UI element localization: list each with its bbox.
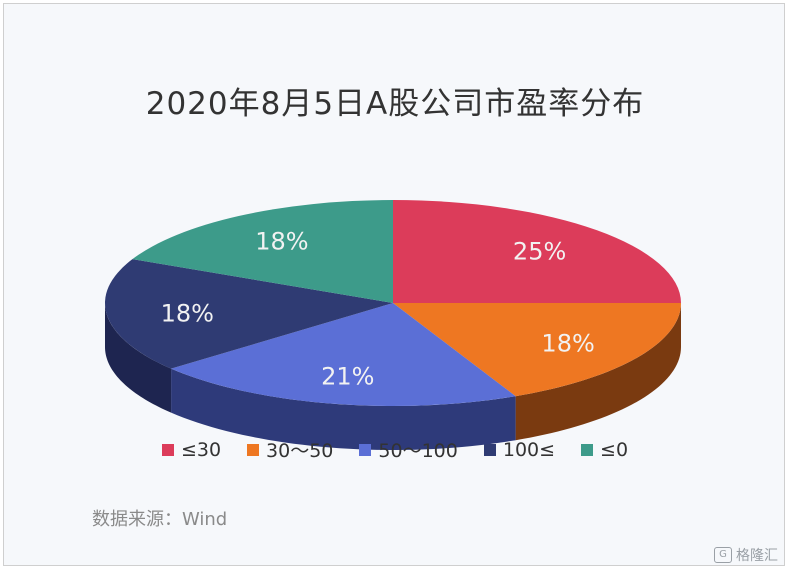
pie-side-3 xyxy=(171,368,516,450)
legend-label: ≤0 xyxy=(600,438,629,461)
pie-top xyxy=(104,200,681,407)
legend-label: 30～50 xyxy=(266,440,334,462)
legend-item-5: ≤0 xyxy=(581,436,628,463)
legend-item-3: 50～100 xyxy=(359,436,458,463)
chart-title: 2020年8月5日A股公司市盈率分布 xyxy=(145,86,645,122)
watermark-text: 格隆汇 xyxy=(736,548,778,564)
data-label-2: 18% xyxy=(541,330,594,358)
legend-label: 50～100 xyxy=(378,440,458,462)
legend-item-2: 30～50 xyxy=(247,436,333,463)
data-label-1: 25% xyxy=(513,238,566,266)
data-label-5: 18% xyxy=(255,227,308,255)
legend: ≤30 30～50 50～100 100≤ ≤0 xyxy=(0,436,790,463)
pie-side-4 xyxy=(105,303,172,413)
pie-slice-4 xyxy=(104,259,394,369)
legend-swatch xyxy=(247,443,260,456)
legend-item-4: 100≤ xyxy=(483,436,556,463)
legend-swatch xyxy=(161,443,174,456)
watermark: G 格隆汇 xyxy=(714,545,778,565)
legend-swatch xyxy=(359,443,372,456)
pie-slice-1 xyxy=(393,200,681,303)
legend-swatch xyxy=(483,443,496,456)
logo-icon: G xyxy=(714,547,732,563)
pie-slice-5 xyxy=(132,200,393,303)
pie-side-walls xyxy=(105,303,681,450)
data-label-4: 18% xyxy=(161,299,214,327)
pie-side-2 xyxy=(515,303,681,441)
data-label-3: 21% xyxy=(321,362,374,390)
legend-item-1: ≤30 xyxy=(161,436,222,463)
pie-slice-3 xyxy=(171,303,516,407)
pie-slice-2 xyxy=(393,303,681,397)
source-note: 数据来源：Wind xyxy=(92,509,228,530)
legend-label: ≤30 xyxy=(180,438,222,461)
legend-label: 100≤ xyxy=(502,438,556,461)
legend-swatch xyxy=(581,443,594,456)
